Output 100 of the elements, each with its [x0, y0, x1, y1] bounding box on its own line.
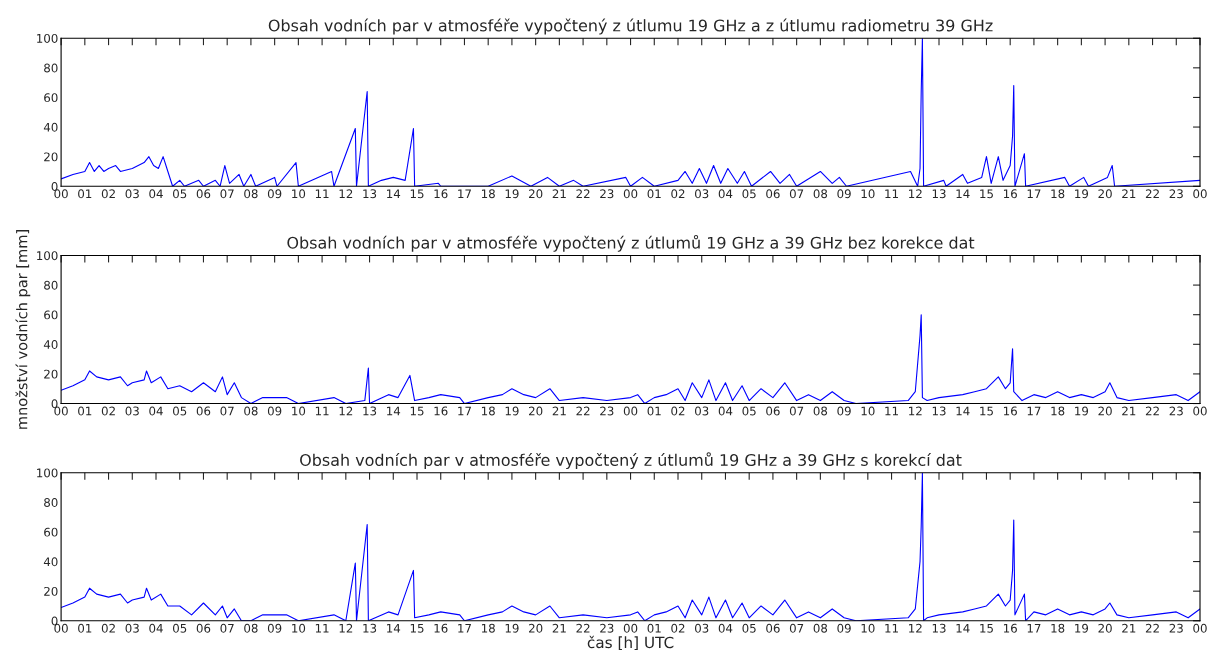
x-tick-label: 20 [529, 406, 543, 416]
x-tick-label: 01 [78, 406, 92, 416]
x-tick-label: 16 [1003, 189, 1017, 199]
x-tick-label: 07 [789, 406, 804, 416]
y-tick-label: 40 [43, 557, 58, 567]
x-tick-label: 05 [173, 189, 187, 199]
x-tick-label: 20 [1098, 406, 1112, 416]
x-tick-label: 02 [671, 189, 685, 199]
y-tick-label: 80 [44, 498, 58, 507]
x-tick-label: 17 [1027, 189, 1041, 199]
x-axis-title: čas [h] UTC [587, 635, 674, 650]
x-tick-label: 20 [1098, 623, 1112, 633]
x-tick-label: 13 [932, 189, 946, 199]
y-tick-label: 100 [37, 33, 58, 43]
x-tick-label: 09 [837, 406, 851, 416]
x-tick-label: 10 [292, 406, 306, 416]
x-tick-label: 20 [529, 623, 543, 633]
x-tick-label: 15 [410, 189, 424, 199]
x-tick-label: 11 [315, 189, 329, 199]
x-tick-label: 01 [78, 623, 92, 633]
x-tick-label: 14 [387, 406, 401, 416]
x-tick-label: 07 [789, 623, 804, 633]
x-tick-label: 16 [1003, 623, 1017, 633]
x-tick-label: 19 [505, 623, 519, 633]
x-tick-label: 13 [932, 623, 946, 633]
x-tick-label: 23 [1169, 406, 1183, 416]
x-tick-label: 09 [837, 189, 851, 199]
x-tick-label: 02 [101, 623, 115, 633]
x-tick-label: 22 [1145, 406, 1159, 416]
x-tick-label: 11 [315, 623, 329, 633]
x-tick-label: 22 [1145, 623, 1159, 633]
x-tick-label: 03 [125, 189, 139, 199]
x-tick-label: 03 [125, 406, 139, 416]
x-tick-label: 23 [1169, 623, 1183, 633]
x-tick-label: 15 [980, 623, 993, 633]
x-tick-label: 01 [647, 623, 661, 633]
x-tick-label: 08 [813, 189, 828, 199]
x-tick-label: 21 [552, 189, 566, 199]
y-tick-label: 100 [37, 468, 58, 478]
y-tick-label: 40 [43, 122, 58, 132]
x-tick-label: 16 [434, 189, 448, 199]
x-tick-label: 12 [339, 623, 353, 633]
x-tick-label: 14 [956, 189, 970, 199]
x-tick-label: 01 [647, 189, 661, 199]
x-tick-label: 02 [101, 189, 115, 199]
x-tick-label: 14 [956, 623, 970, 633]
x-tick-label: 17 [1027, 406, 1041, 416]
x-tick-label: 20 [529, 189, 543, 199]
y-tick-label: 0 [51, 182, 58, 191]
x-tick-label: 05 [742, 406, 756, 416]
x-tick-label: 21 [1122, 406, 1136, 416]
y-axis-title: množství vodních par [mm] [15, 230, 31, 429]
x-tick-label: 03 [125, 623, 139, 633]
chart-title: Obsah vodních par v atmosféře vypočtený z útlumů 19 GHz a 39 GHz bez korekce dat [287, 234, 975, 252]
y-tick-label: 20 [44, 152, 58, 162]
y-tick-label: 100 [37, 251, 58, 261]
x-tick-label: 13 [363, 623, 377, 633]
x-tick-label: 13 [363, 189, 377, 199]
x-tick-label: 11 [885, 406, 898, 416]
x-tick-label: 15 [980, 406, 993, 416]
x-tick-label: 03 [695, 406, 709, 416]
x-tick-label: 02 [671, 623, 685, 633]
x-tick-label: 01 [78, 189, 92, 199]
x-tick-label: 17 [1027, 623, 1041, 633]
x-tick-label: 02 [671, 406, 685, 416]
x-tick-label: 16 [434, 406, 448, 416]
x-tick-label: 13 [363, 406, 377, 416]
x-tick-label: 23 [600, 406, 614, 416]
y-tick-label: 20 [44, 586, 58, 596]
x-tick-label: 00 [623, 623, 638, 633]
x-tick-label: 23 [1169, 189, 1183, 199]
x-tick-label: 22 [576, 623, 590, 633]
x-tick-label: 17 [458, 406, 471, 416]
x-tick-label: 10 [292, 189, 306, 199]
x-tick-label: 05 [173, 623, 187, 633]
x-tick-label: 12 [909, 623, 922, 633]
x-tick-label: 21 [1122, 189, 1136, 199]
x-tick-label: 12 [339, 406, 353, 416]
x-tick-label: 04 [718, 406, 733, 416]
x-tick-label: 03 [695, 189, 709, 199]
x-tick-label: 15 [980, 189, 993, 199]
x-tick-label: 09 [267, 406, 282, 416]
x-tick-label: 19 [1075, 189, 1089, 199]
y-tick-label: 80 [44, 63, 58, 73]
x-tick-label: 18 [481, 189, 495, 199]
x-tick-label: 12 [339, 189, 353, 199]
x-tick-label: 14 [387, 623, 401, 633]
x-tick-label: 03 [695, 623, 709, 633]
x-tick-label: 14 [387, 189, 401, 199]
x-tick-label: 00 [623, 406, 638, 416]
x-tick-label: 04 [149, 623, 163, 633]
x-tick-label: 08 [813, 623, 828, 633]
x-tick-label: 07 [220, 189, 234, 199]
x-tick-label: 11 [315, 406, 329, 416]
x-tick-label: 02 [101, 406, 115, 416]
x-tick-label: 00 [1193, 623, 1207, 633]
x-tick-label: 06 [766, 623, 780, 633]
x-tick-label: 18 [481, 406, 495, 416]
x-tick-label: 23 [600, 623, 614, 633]
x-tick-label: 13 [932, 406, 946, 416]
